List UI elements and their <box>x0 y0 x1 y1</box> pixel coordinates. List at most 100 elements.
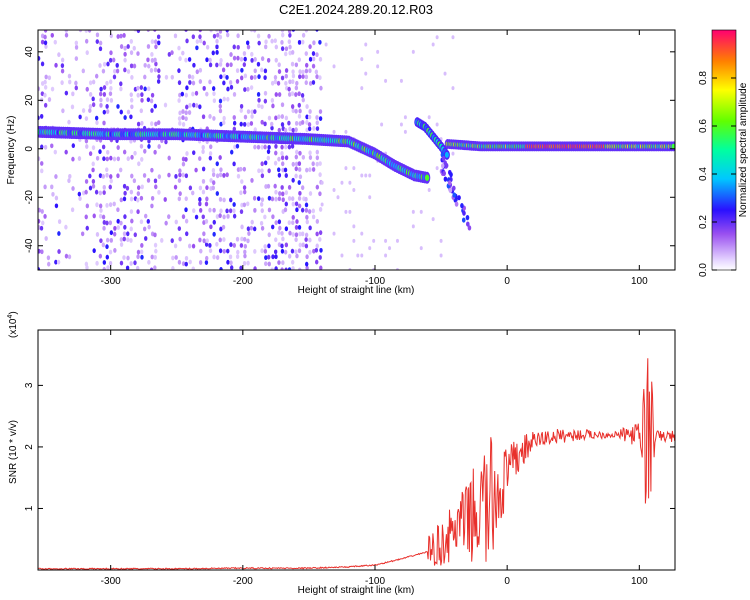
noise-speckle <box>54 174 58 179</box>
noise-speckle <box>266 155 271 161</box>
y-tick-label: 0 <box>24 146 35 152</box>
noise-speckle <box>239 121 243 127</box>
noise-speckle <box>360 231 364 236</box>
noise-speckle <box>318 207 323 212</box>
noise-speckle <box>119 197 124 203</box>
noise-speckle <box>122 255 126 261</box>
noise-speckle <box>136 121 141 127</box>
noise-speckle <box>39 113 44 119</box>
noise-speckle <box>411 49 415 54</box>
noise-speckle <box>384 238 388 243</box>
noise-speckle <box>264 184 268 189</box>
noise-speckle <box>315 161 319 167</box>
noise-speckle <box>123 224 127 230</box>
noise-speckle <box>239 166 243 172</box>
noise-speckle <box>311 80 316 85</box>
noise-speckle <box>143 86 147 92</box>
noise-speckle <box>280 75 285 81</box>
noise-speckle <box>40 249 44 255</box>
noise-speckle <box>123 57 127 63</box>
noise-speckle <box>153 232 157 238</box>
noise-speckle <box>129 63 134 69</box>
noise-speckle <box>297 196 302 201</box>
noise-speckle <box>56 259 61 265</box>
noise-speckle <box>102 190 106 196</box>
noise-speckle <box>283 249 288 255</box>
noise-speckle <box>243 114 248 120</box>
noise-speckle <box>226 248 230 254</box>
noise-speckle <box>294 225 299 230</box>
noise-speckle <box>301 69 305 75</box>
noise-speckle <box>184 196 188 202</box>
noise-speckle <box>252 195 257 201</box>
noise-speckle <box>435 35 439 40</box>
noise-speckle <box>284 155 289 161</box>
noise-speckle <box>247 231 251 236</box>
noise-speckle <box>192 62 196 68</box>
noise-speckle <box>153 39 158 45</box>
noise-speckle <box>287 184 292 190</box>
noise-speckle <box>297 91 301 97</box>
noise-speckle <box>318 116 323 122</box>
noise-speckle <box>109 230 114 236</box>
noise-speckle <box>295 219 299 224</box>
noise-speckle <box>222 197 226 203</box>
noise-speckle <box>263 68 268 74</box>
noise-speckle <box>290 50 295 55</box>
noise-speckle <box>208 57 212 63</box>
noise-speckle <box>287 267 292 270</box>
noise-speckle <box>222 214 226 220</box>
noise-speckle <box>287 196 292 201</box>
noise-speckle <box>116 34 120 39</box>
noise-speckle <box>143 62 147 68</box>
noise-speckle <box>185 104 189 110</box>
noise-speckle <box>198 208 203 213</box>
noise-speckle <box>264 39 268 45</box>
noise-speckle <box>102 267 106 270</box>
noise-speckle <box>291 201 295 207</box>
x-tick-label: 0 <box>504 576 510 587</box>
noise-speckle <box>60 68 65 74</box>
noise-speckle <box>140 184 144 190</box>
noise-speckle <box>136 51 140 57</box>
noise-speckle <box>308 237 312 243</box>
noise-speckle <box>150 58 155 63</box>
noise-speckle <box>40 209 44 214</box>
noise-speckle <box>61 108 65 114</box>
noise-speckle <box>281 161 285 167</box>
noise-speckle <box>102 120 106 126</box>
noise-speckle <box>164 220 168 226</box>
noise-speckle <box>181 50 185 56</box>
noise-speckle <box>38 218 41 224</box>
noise-speckle <box>226 32 230 38</box>
noise-speckle <box>74 85 78 91</box>
noise-speckle <box>177 80 182 86</box>
noise-speckle <box>308 81 313 86</box>
noise-speckle <box>87 30 92 33</box>
noise-speckle <box>192 150 196 156</box>
noise-speckle <box>119 33 123 39</box>
noise-speckle <box>277 156 281 162</box>
noise-speckle <box>106 265 110 270</box>
noise-speckle <box>332 129 336 134</box>
noise-speckle <box>105 244 109 250</box>
noise-speckle <box>205 57 209 63</box>
noise-speckle <box>188 80 192 85</box>
noise-speckle <box>284 51 288 57</box>
noise-speckle <box>194 103 199 108</box>
noise-speckle <box>298 108 302 114</box>
noise-speckle <box>308 68 312 74</box>
noise-speckle <box>229 260 233 266</box>
noise-speckle <box>84 138 89 144</box>
noise-speckle <box>41 220 45 226</box>
noise-speckle <box>142 173 147 178</box>
noise-speckle <box>225 172 229 178</box>
noise-speckle <box>271 224 275 230</box>
noise-speckle <box>43 30 48 33</box>
noise-speckle <box>232 161 236 167</box>
noise-speckle <box>64 224 68 230</box>
noise-speckle <box>198 30 202 33</box>
noise-speckle <box>143 74 147 80</box>
noise-speckle <box>232 208 236 214</box>
noise-speckle <box>308 56 313 62</box>
